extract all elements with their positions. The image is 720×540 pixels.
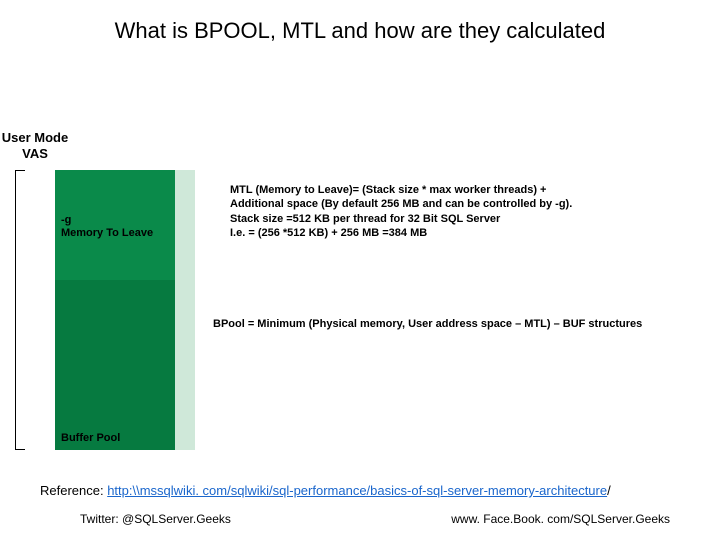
mtl-text-l4: I.e. = (256 *512 KB) + 256 MB =384 MB xyxy=(230,226,660,240)
reference-line: Reference: http:\\mssqlwiki. com/sqlwiki… xyxy=(40,483,611,498)
reference-suffix: / xyxy=(607,483,611,498)
mtl-text-l3: Stack size =512 KB per thread for 32 Bit… xyxy=(230,212,660,226)
bpool-description: BPool = Minimum (Physical memory, User a… xyxy=(213,318,693,330)
vas-label-l1: User ModeVAS xyxy=(2,130,68,161)
bpool-block: Buffer Pool xyxy=(55,280,195,450)
mtl-text-l2: Additional space (By default 256 MB and … xyxy=(230,197,660,211)
footer-facebook: www. Face.Book. com/SQLServer.Geeks xyxy=(451,512,670,526)
reference-link[interactable]: http:\\mssqlwiki. com/sqlwiki/sql-perfor… xyxy=(107,483,607,498)
mtl-block: -g Memory To Leave xyxy=(55,170,195,280)
vas-bracket xyxy=(15,170,25,450)
page-title: What is BPOOL, MTL and how are they calc… xyxy=(0,18,720,44)
mtl-line1: -g xyxy=(61,214,169,227)
reference-prefix: Reference: xyxy=(40,483,107,498)
memory-stack: -g Memory To Leave Buffer Pool xyxy=(55,170,195,450)
vas-label: User ModeVAS xyxy=(0,130,70,161)
mtl-line2: Memory To Leave xyxy=(61,227,169,240)
mtl-text-l1: MTL (Memory to Leave)= (Stack size * max… xyxy=(230,183,660,197)
footer-twitter: Twitter: @SQLServer.Geeks xyxy=(80,512,231,526)
mtl-description: MTL (Memory to Leave)= (Stack size * max… xyxy=(230,183,660,240)
bpool-block-label: Buffer Pool xyxy=(61,432,120,444)
